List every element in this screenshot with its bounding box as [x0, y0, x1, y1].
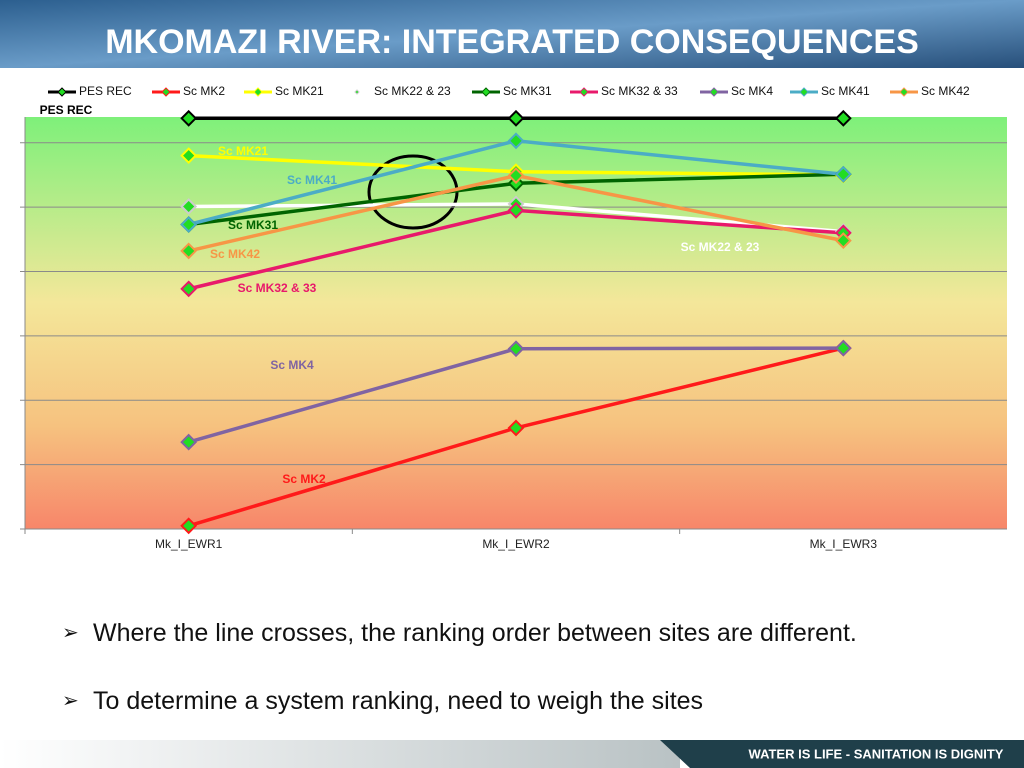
legend-marker — [481, 87, 491, 97]
legend-label: Sc MK32 & 33 — [601, 84, 678, 98]
data-point — [180, 147, 198, 165]
data-point — [834, 109, 852, 127]
series-label: Sc MK41 — [287, 173, 337, 187]
legend-label: Sc MK42 — [921, 84, 970, 98]
legend-marker — [579, 87, 589, 97]
legend-marker — [899, 87, 909, 97]
data-point — [180, 242, 198, 260]
series-label: Sc MK32 & 33 — [238, 281, 317, 295]
legend-label: Sc MK4 — [731, 84, 773, 98]
footer-text: WATER IS LIFE - SANITATION IS DIGNITY — [749, 746, 1004, 761]
legend-label: Sc MK22 & 23 — [374, 84, 451, 98]
title-banner — [0, 0, 1024, 68]
x-tick-label: Mk_I_EWR1 — [155, 537, 223, 551]
data-point — [834, 339, 852, 357]
series-label: Sc MK22 & 23 — [681, 240, 760, 254]
data-point — [180, 433, 198, 451]
series-label: Sc MK42 — [210, 247, 260, 261]
series-label: Sc MK4 — [270, 358, 314, 372]
data-point — [180, 109, 198, 127]
legend-label: Sc MK21 — [275, 84, 324, 98]
data-point — [180, 216, 198, 233]
data-point — [507, 167, 525, 184]
series-label: Sc MK31 — [228, 218, 278, 232]
slide-title: MKOMAZI RIVER: INTEGRATED CONSEQUENCES — [105, 23, 919, 61]
legend-label: Sc MK31 — [503, 84, 552, 98]
data-point — [507, 340, 525, 358]
footer-bar — [660, 740, 1024, 768]
data-point — [180, 198, 198, 215]
legend-marker — [57, 87, 67, 97]
x-tick-label: Mk_I_EWR2 — [482, 537, 550, 551]
x-tick-label: Mk_I_EWR3 — [810, 537, 878, 551]
data-point — [180, 517, 198, 535]
bullet: To determine a system ranking, need to w… — [62, 684, 893, 718]
footer-band — [0, 740, 680, 768]
series-label: Sc MK2 — [282, 472, 326, 486]
data-point — [507, 109, 525, 127]
series-label: Sc MK21 — [218, 144, 268, 158]
series-label: PES REC — [40, 103, 93, 117]
legend-label: PES REC — [79, 84, 132, 98]
legend-marker — [709, 87, 719, 97]
data-point — [180, 280, 198, 298]
legend-marker — [253, 87, 263, 97]
legend-marker — [161, 87, 171, 97]
legend-marker — [799, 87, 809, 97]
data-point — [834, 232, 852, 250]
data-point — [507, 201, 525, 219]
bullet: Where the line crosses, the ranking orde… — [62, 616, 893, 650]
data-point — [834, 165, 852, 183]
data-point — [507, 132, 525, 150]
legend-label: Sc MK41 — [821, 84, 870, 98]
data-point — [507, 419, 525, 437]
legend-marker — [354, 89, 360, 95]
legend-label: Sc MK2 — [183, 84, 225, 98]
